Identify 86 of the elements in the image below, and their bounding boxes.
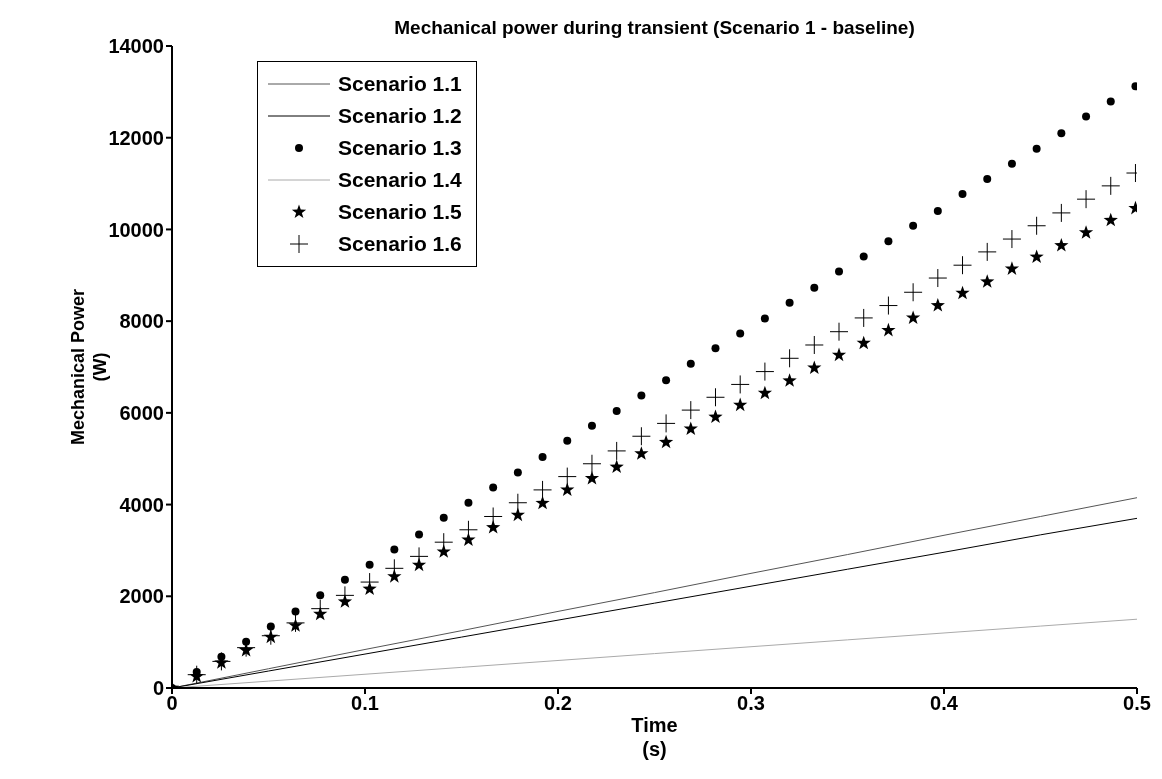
y-tick-label: 2000: [119, 585, 164, 608]
point: [1078, 225, 1094, 239]
point: [733, 397, 748, 412]
x-tick-label: 0.3: [737, 692, 765, 715]
point: [1054, 237, 1069, 252]
point: [387, 569, 402, 583]
point: [810, 283, 819, 292]
point: [266, 622, 275, 631]
point: [909, 221, 918, 230]
point: [958, 190, 967, 199]
point: [584, 470, 600, 485]
point: [538, 452, 547, 461]
point: [489, 483, 498, 492]
x-tick-label: 0: [166, 692, 178, 715]
point: [390, 545, 399, 554]
point: [560, 482, 575, 496]
legend-label: Scenario 1.3: [338, 136, 462, 160]
point: [587, 421, 596, 430]
y-tick-label: 4000: [119, 493, 164, 516]
point: [365, 560, 374, 569]
legend-label: Scenario 1.5: [338, 200, 462, 224]
point: [563, 436, 572, 445]
point: [933, 207, 942, 216]
point: [859, 252, 868, 261]
point: [980, 274, 995, 288]
point: [436, 544, 451, 558]
x-tick-label: 0.2: [544, 692, 572, 715]
point: [1007, 159, 1016, 168]
point: [658, 434, 674, 449]
point: [711, 344, 720, 353]
point: [535, 495, 550, 510]
point: [856, 335, 871, 350]
point: [612, 407, 621, 416]
legend-label: Scenario 1.6: [338, 232, 462, 256]
point: [1106, 97, 1115, 106]
point: [881, 322, 896, 337]
point: [757, 385, 773, 400]
y-tick-label: 14000: [108, 35, 164, 58]
point: [439, 513, 448, 522]
point: [486, 520, 501, 534]
x-tick-label: 0.5: [1123, 692, 1151, 715]
y-axis-title: Mechanical Power (W): [68, 288, 110, 446]
point: [291, 607, 300, 616]
point: [513, 468, 522, 477]
point: [884, 237, 893, 246]
point: [1004, 261, 1020, 275]
y-tick-label: 6000: [119, 401, 164, 424]
point: [316, 591, 325, 600]
x-tick-label: 0.1: [351, 692, 379, 715]
point: [340, 575, 349, 584]
point: [708, 409, 723, 424]
point: [1057, 129, 1066, 138]
x-axis-title: Time (s): [631, 714, 678, 760]
point: [736, 329, 745, 338]
point: [609, 459, 624, 474]
y-tick-label: 12000: [108, 126, 164, 149]
x-tick-label: 0.4: [930, 692, 959, 715]
point: [683, 421, 698, 435]
point: [662, 376, 671, 385]
point: [1103, 212, 1118, 227]
point: [760, 314, 769, 323]
y-tick-label: 0: [152, 677, 164, 700]
y-tick-label: 8000: [119, 310, 164, 333]
chart-title: Mechanical power during transient (Scenario 1 - baseline): [394, 17, 915, 38]
point: [955, 285, 970, 300]
point: [464, 498, 473, 507]
point: [1082, 112, 1091, 121]
point: [637, 391, 646, 400]
point: [983, 174, 992, 183]
point: [461, 532, 476, 546]
legend-label: Scenario 1.1: [338, 72, 462, 96]
point: [415, 530, 424, 539]
point: [1032, 144, 1041, 153]
point: [835, 267, 844, 276]
legend-label: Scenario 1.2: [338, 104, 462, 128]
point: [831, 347, 847, 362]
point: [807, 360, 822, 374]
y-tick-label: 10000: [108, 218, 164, 241]
legend-label: Scenario 1.4: [338, 168, 462, 192]
point: [785, 298, 794, 307]
point: [634, 446, 649, 460]
point: [782, 373, 797, 387]
point: [1029, 249, 1044, 264]
point: [686, 359, 695, 368]
point: [930, 298, 945, 312]
point: [905, 310, 921, 324]
